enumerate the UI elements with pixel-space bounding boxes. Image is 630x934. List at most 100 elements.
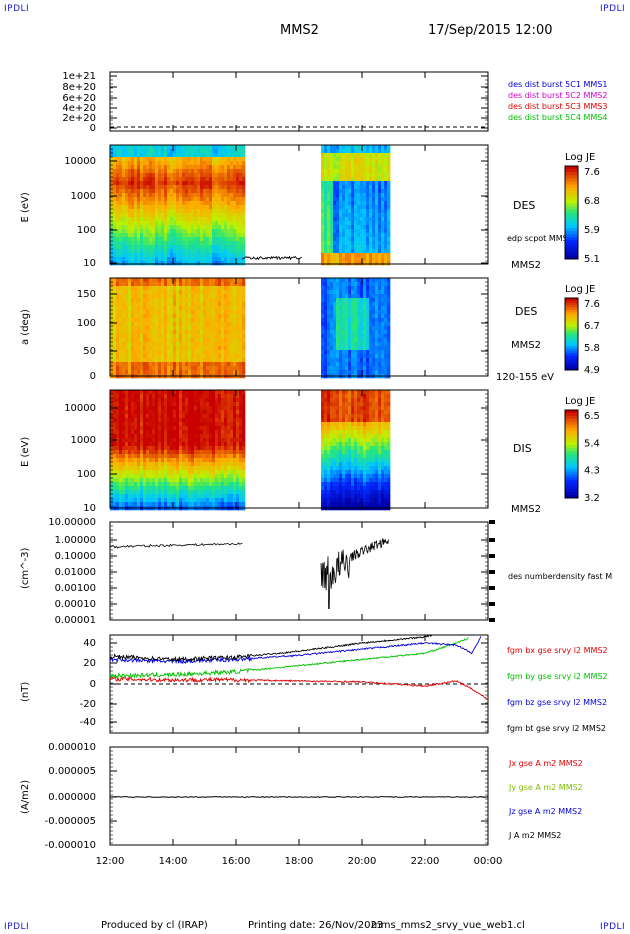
footer-printing-date: Printing date: 26/Nov/2023 bbox=[248, 920, 384, 931]
y-tick-label-dis-energy: 10000 bbox=[64, 403, 96, 414]
x-tick-label: 14:00 bbox=[159, 856, 188, 867]
colorbar-title-des-energy: Log JE bbox=[565, 152, 595, 163]
series-line-fgm-bt-gse-srvy-l2-MMS2 bbox=[109, 634, 440, 663]
y-axis-label-dis-energy: E (eV) bbox=[20, 437, 31, 467]
x-tick-label: 22:00 bbox=[411, 856, 440, 867]
y-tick-label-density: 0.10000 bbox=[55, 551, 96, 562]
corner-label-top-right: IPDLI bbox=[600, 4, 626, 14]
legend-entry-density: des numberdensity fast M bbox=[508, 572, 612, 581]
legend-entry-current: Jx gse A m2 MMS2 bbox=[508, 759, 583, 768]
series-line-scpot bbox=[241, 255, 302, 261]
panel-frame-dist bbox=[109, 71, 489, 132]
y-tick-label-current: 0.000010 bbox=[48, 742, 96, 753]
y-tick-label-des-energy: 10 bbox=[83, 258, 96, 269]
panel-right-label-des-pitch: 120-155 eV bbox=[496, 372, 554, 383]
y-tick-label-current: -0.000005 bbox=[45, 816, 96, 827]
colorbar-tick-label-des-pitch: 7.6 bbox=[584, 299, 600, 310]
corner-label-top-left: IPDLI bbox=[4, 4, 30, 14]
x-tick-label: 12:00 bbox=[96, 856, 125, 867]
colorbar-dis-energy bbox=[564, 409, 579, 499]
y-axis-label-current: (A/m2) bbox=[20, 780, 31, 814]
y-tick-label-dis-energy: 100 bbox=[77, 469, 96, 480]
colorbar-des-energy bbox=[564, 165, 579, 260]
panel-right-label-des-energy: DES bbox=[513, 199, 535, 212]
series-line-fgm-bz-gse-srvy-l2-MMS2 bbox=[109, 636, 482, 665]
x-tick-label: 00:00 bbox=[474, 856, 503, 867]
corner-label-bottom-right: IPDLI bbox=[600, 922, 626, 932]
y-tick-label-dist: 0 bbox=[90, 123, 96, 134]
y-axis-label-density: (cm^-3) bbox=[20, 548, 31, 589]
footer-product: mms_mms2_srvy_vue_web1.cl bbox=[371, 920, 525, 931]
y-tick-label-dist: 6e+20 bbox=[62, 93, 96, 104]
panel-right-label-dis-energy: MMS2 bbox=[511, 504, 541, 515]
legend-entry-dist: des dist burst 5C3 MMS3 bbox=[508, 102, 607, 111]
y-tick-label-fgm: -20 bbox=[80, 699, 96, 710]
y-tick-label-dist: 4e+20 bbox=[62, 103, 96, 114]
spacecraft-title: MMS2 bbox=[280, 23, 319, 38]
y-tick-label-des-pitch: 0 bbox=[90, 371, 96, 382]
colorbar-title-des-pitch: Log JE bbox=[565, 284, 595, 295]
x-tick-label: 18:00 bbox=[285, 856, 314, 867]
y-tick-label-density: 0.00001 bbox=[55, 615, 96, 626]
y-tick-label-dist: 1e+21 bbox=[62, 71, 96, 82]
spectrogram-dis-energy bbox=[110, 390, 391, 511]
y-tick-label-dis-energy: 1000 bbox=[71, 435, 96, 446]
colorbar-title-dis-energy: Log JE bbox=[565, 396, 595, 407]
y-tick-label-dis-energy: 10 bbox=[83, 503, 96, 514]
colorbar-tick-label-des-energy: 5.1 bbox=[584, 254, 600, 265]
y-tick-label-des-pitch: 150 bbox=[77, 289, 96, 300]
legend-entry-current: J A m2 MMS2 bbox=[508, 831, 561, 840]
footer-produced-by: Produced by cl (IRAP) bbox=[101, 920, 208, 931]
legend-entry-fgm: fgm bx gse srvy l2 MMS2 bbox=[507, 646, 608, 655]
colorbar-tick-label-dis-energy: 5.4 bbox=[584, 438, 600, 449]
spectrogram-des-pitch bbox=[110, 278, 391, 379]
y-tick-label-fgm: 20 bbox=[83, 658, 96, 669]
colorbar-tick-label-des-energy: 7.6 bbox=[584, 167, 600, 178]
y-tick-label-des-energy: 10000 bbox=[64, 156, 96, 167]
spectrogram-des-energy bbox=[110, 145, 391, 266]
series-line-density-a bbox=[109, 542, 243, 549]
datetime-title: 17/Sep/2015 12:00 bbox=[428, 23, 553, 38]
y-tick-label-fgm: -40 bbox=[80, 717, 96, 728]
x-tick-label: 20:00 bbox=[348, 856, 377, 867]
legend-entry-dist: des dist burst 5C1 MMS1 bbox=[508, 80, 607, 89]
colorbar-tick-label-des-pitch: 4.9 bbox=[584, 365, 600, 376]
y-axis-label-fgm: (nT) bbox=[20, 682, 31, 702]
colorbar-tick-label-des-energy: 5.9 bbox=[584, 225, 600, 236]
y-tick-label-density: 1.00000 bbox=[55, 535, 96, 546]
y-tick-label-density: 0.00010 bbox=[55, 599, 96, 610]
y-tick-label-dist: 2e+20 bbox=[62, 113, 96, 124]
panel-right-label-des-energy: MMS2 bbox=[511, 260, 541, 271]
legend-entry-fgm: fgm bz gse srvy l2 MMS2 bbox=[507, 698, 607, 707]
y-axis-label-des-energy: E (eV) bbox=[20, 192, 31, 222]
series-line-fgm-by-gse-srvy-l2-MMS2 bbox=[109, 637, 469, 679]
series-line-fgm-bx-gse-srvy-l2-MMS2 bbox=[109, 675, 488, 700]
y-tick-label-density: 10.00000 bbox=[48, 517, 96, 528]
y-tick-label-des-pitch: 50 bbox=[83, 346, 96, 357]
panel-right-label-des-pitch: DES bbox=[515, 305, 537, 318]
panel-frame-density bbox=[109, 521, 489, 621]
panel-right-label-des-energy: edp scpot MMS2 bbox=[507, 234, 573, 243]
colorbar-tick-label-dis-energy: 6.5 bbox=[584, 411, 600, 422]
colorbar-tick-label-dis-energy: 3.2 bbox=[584, 493, 600, 504]
y-tick-label-des-pitch: 100 bbox=[77, 318, 96, 329]
panel-right-label-dis-energy: DIS bbox=[513, 442, 532, 455]
series-line-density-b bbox=[320, 538, 389, 609]
x-tick-label: 16:00 bbox=[222, 856, 251, 867]
y-tick-label-des-energy: 1000 bbox=[71, 191, 96, 202]
y-tick-label-dist: 8e+20 bbox=[62, 82, 96, 93]
colorbar-tick-label-des-pitch: 5.8 bbox=[584, 343, 600, 354]
series-line-current bbox=[109, 796, 487, 798]
y-axis-label-des-pitch: a (deg) bbox=[20, 309, 31, 345]
y-tick-label-density: 0.01000 bbox=[55, 567, 96, 578]
panel-right-label-des-pitch: MMS2 bbox=[511, 340, 541, 351]
series-density bbox=[109, 538, 389, 609]
y-tick-label-fgm: 0 bbox=[90, 679, 96, 690]
y-tick-label-density: 0.00100 bbox=[55, 583, 96, 594]
legend-entry-dist: des dist burst 5C4 MMS4 bbox=[508, 113, 607, 122]
y-tick-label-current: -0.000010 bbox=[45, 840, 96, 851]
legend-entry-current: Jy gse A m2 MMS2 bbox=[508, 783, 583, 792]
panel-frame-current bbox=[109, 746, 489, 846]
y-tick-label-des-energy: 100 bbox=[77, 225, 96, 236]
y-tick-label-fgm: 40 bbox=[83, 638, 96, 649]
